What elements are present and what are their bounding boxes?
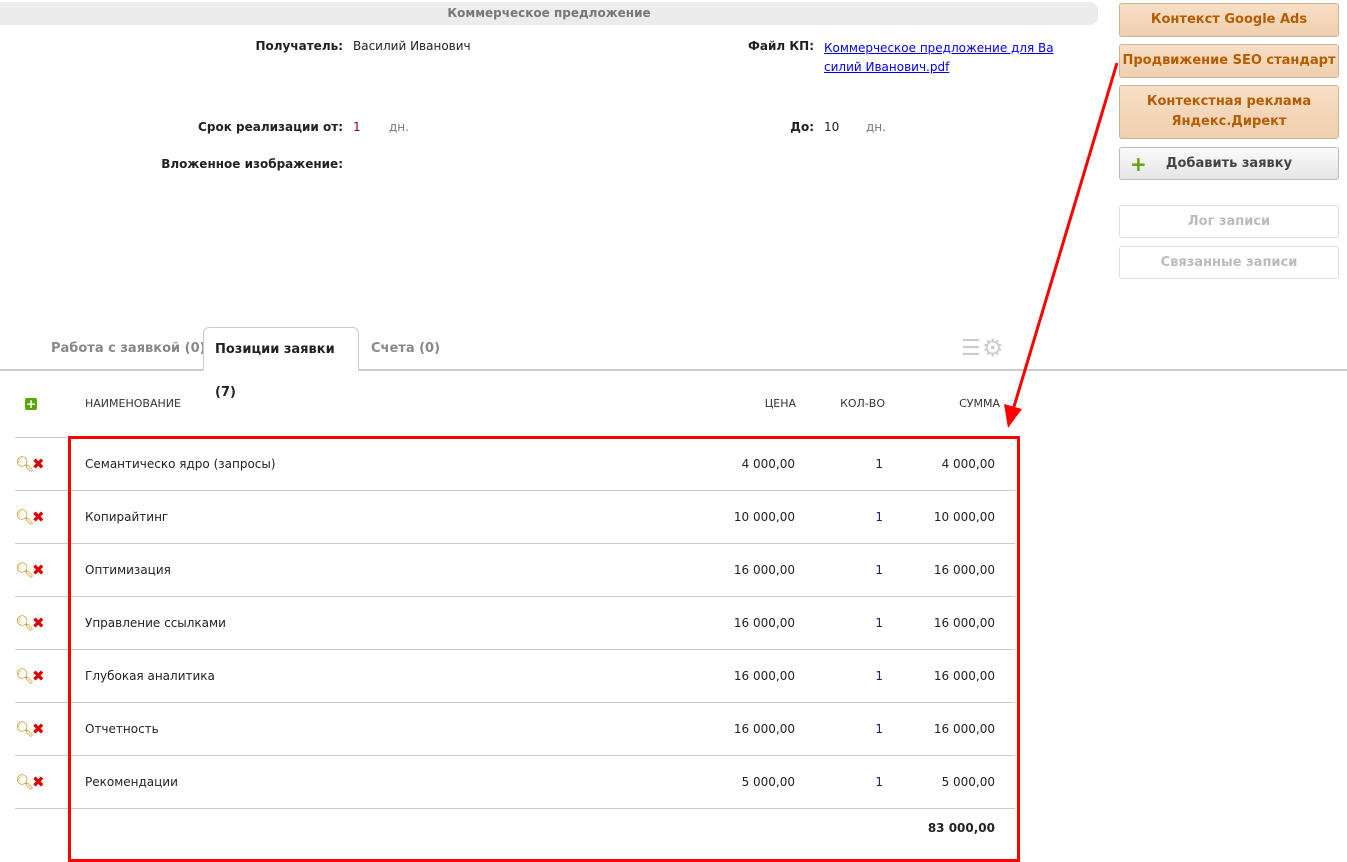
total-sum: 83 000,00 [927,821,995,835]
linked-records-button[interactable]: Связанные записи [1119,246,1339,279]
table-row: 🔍︎ ✖ Управление ссылками 16 000,00 1 16 … [15,596,1015,650]
position-name: Отчетность [85,722,159,736]
view-icon[interactable]: 🔍︎ [15,667,35,685]
column-qty: КОЛ-ВО [840,397,885,410]
position-qty: 1 [875,722,883,736]
position-qty: 1 [875,669,883,683]
term-to-unit: дн. [866,120,886,134]
view-icon[interactable]: 🔍︎ [15,561,35,579]
position-price: 16 000,00 [733,722,795,736]
gear-icon[interactable]: ⚙ [982,334,1004,362]
tab-work[interactable]: Работа с заявкой (0) [51,341,206,356]
column-sum: СУММА [959,397,1000,410]
column-name: НАИМЕНОВАНИЕ [85,397,181,410]
position-price: 16 000,00 [733,563,795,577]
table-row: 🔍︎ ✖ Глубокая аналитика 16 000,00 1 16 0… [15,649,1015,703]
position-sum: 16 000,00 [933,563,995,577]
section-header: Коммерческое предложение [0,2,1098,25]
position-name: Копирайтинг [85,510,169,524]
total-divider [15,808,1015,809]
column-price: ЦЕНА [764,397,796,410]
google-ads-button[interactable]: Контекст Google Ads [1119,3,1339,37]
term-to-label: До: [790,120,814,134]
position-sum: 16 000,00 [933,669,995,683]
position-name: Семантическо ядро (запросы) [85,457,276,471]
delete-icon[interactable]: ✖ [32,614,45,632]
view-icon[interactable]: 🔍︎ [15,508,35,526]
seo-standard-button[interactable]: Продвижение SEO стандарт [1119,44,1339,78]
log-button[interactable]: Лог записи [1119,205,1339,238]
add-request-label: Добавить заявку [1165,155,1293,171]
position-name: Глубокая аналитика [85,669,215,683]
position-name: Управление ссылками [85,616,226,630]
view-icon[interactable]: 🔍︎ [15,720,35,738]
add-position-icon[interactable]: + [25,397,37,411]
view-icon[interactable]: 🔍︎ [15,773,35,791]
delete-icon[interactable]: ✖ [32,561,45,579]
term-from-value: 1 [353,120,361,134]
position-qty: 1 [875,775,883,789]
position-qty: 1 [875,457,883,471]
table-row: 🔍︎ ✖ Копирайтинг 10 000,00 1 10 000,00 [15,490,1015,544]
file-label: Файл КП: [747,39,814,53]
plus-icon: + [1130,151,1147,176]
image-label: Вложенное изображение: [161,157,343,171]
view-icon[interactable]: 🔍︎ [15,455,35,473]
position-qty: 1 [875,563,883,577]
position-price: 16 000,00 [733,669,795,683]
delete-icon[interactable]: ✖ [32,773,45,791]
delete-icon[interactable]: ✖ [32,667,45,685]
tabs-divider [0,369,1347,371]
yandex-direct-button[interactable]: Контекстная реклама Яндекс.Директ [1119,85,1339,139]
position-name: Оптимизация [85,563,171,577]
tab-positions[interactable]: Позиции заявки (7) [203,327,359,400]
delete-icon[interactable]: ✖ [32,720,45,738]
delete-icon[interactable]: ✖ [32,455,45,473]
position-sum: 16 000,00 [933,616,995,630]
file-link[interactable]: Коммерческое предложение для Василий Ива… [824,41,1054,74]
position-sum: 4 000,00 [941,457,995,471]
table-row: 🔍︎ ✖ Рекомендации 5 000,00 1 5 000,00 [15,755,1015,809]
view-icon[interactable]: 🔍︎ [15,614,35,632]
table-row: 🔍︎ ✖ Отчетность 16 000,00 1 16 000,00 [15,702,1015,756]
term-from-unit: дн. [389,120,409,134]
position-qty: 1 [875,616,883,630]
position-price: 4 000,00 [741,457,795,471]
position-price: 5 000,00 [741,775,795,789]
position-sum: 10 000,00 [933,510,995,524]
position-price: 16 000,00 [733,616,795,630]
position-sum: 5 000,00 [941,775,995,789]
recipient-value: Василий Иванович [353,39,471,53]
term-from-label: Срок реализации от: [198,120,343,134]
tab-invoices[interactable]: Счета (0) [371,341,441,356]
position-qty: 1 [875,510,883,524]
position-name: Рекомендации [85,775,178,789]
position-sum: 16 000,00 [933,722,995,736]
table-row: 🔍︎ ✖ Оптимизация 16 000,00 1 16 000,00 [15,543,1015,597]
add-request-button[interactable]: + Добавить заявку [1119,147,1339,180]
term-to-value: 10 [824,120,840,134]
position-price: 10 000,00 [733,510,795,524]
annotation-arrow [1004,62,1119,428]
list-icon[interactable]: ☰ [961,336,981,361]
delete-icon[interactable]: ✖ [32,508,45,526]
recipient-label: Получатель: [255,39,343,53]
